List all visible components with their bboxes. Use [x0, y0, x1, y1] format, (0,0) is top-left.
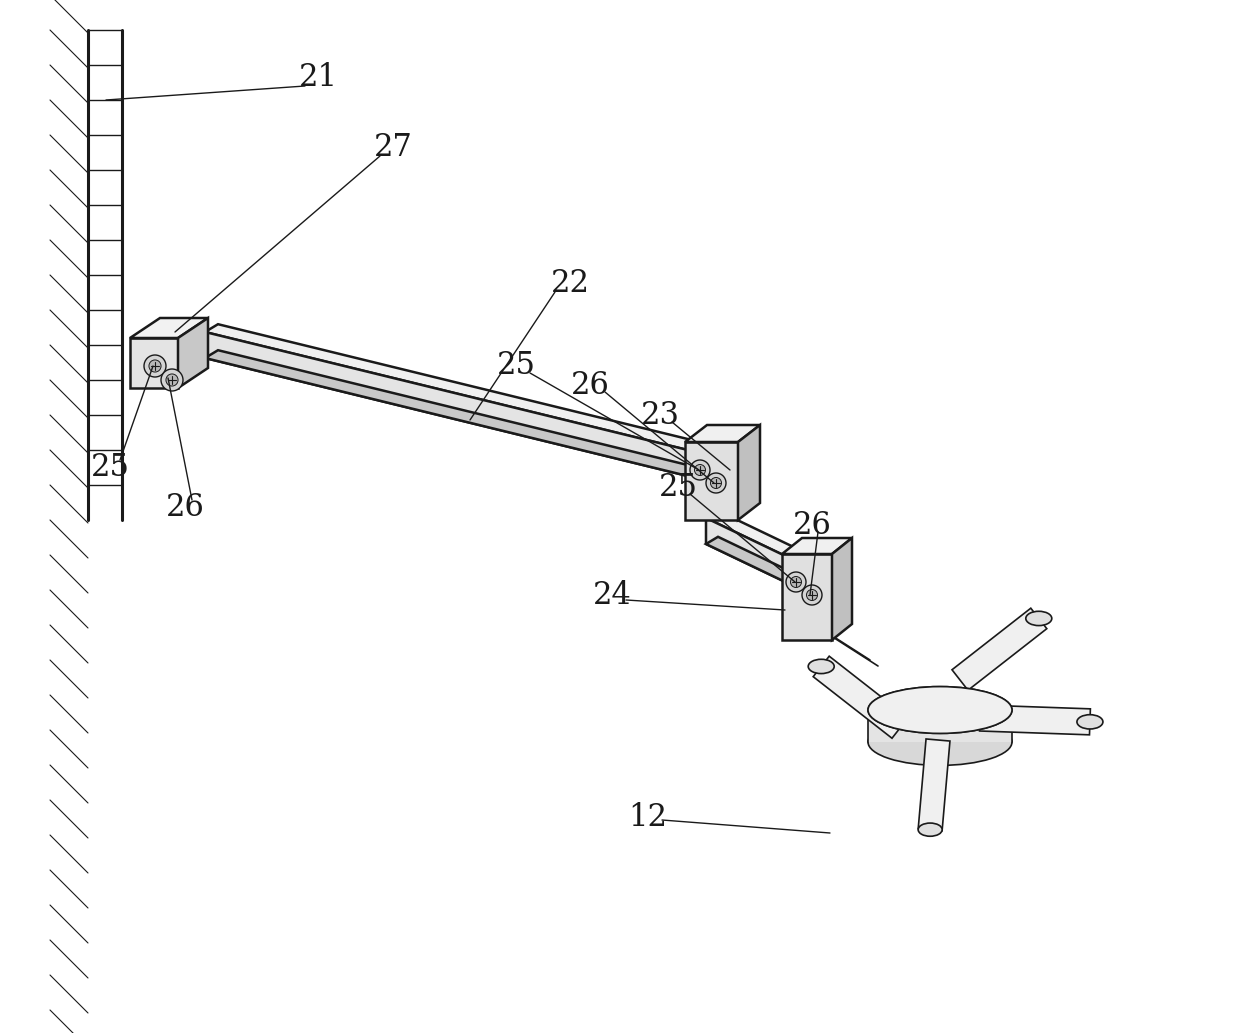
Polygon shape: [205, 324, 713, 453]
Polygon shape: [952, 608, 1047, 690]
Polygon shape: [130, 318, 208, 338]
Polygon shape: [868, 710, 1012, 742]
Ellipse shape: [868, 687, 1012, 733]
Polygon shape: [706, 510, 812, 563]
Polygon shape: [130, 338, 179, 388]
Circle shape: [786, 572, 806, 592]
Circle shape: [802, 585, 822, 605]
Circle shape: [806, 590, 817, 600]
Polygon shape: [980, 705, 1090, 734]
Text: 25: 25: [496, 349, 536, 380]
Circle shape: [161, 369, 184, 392]
Text: 23: 23: [641, 400, 680, 431]
Circle shape: [144, 355, 166, 377]
Text: 24: 24: [593, 580, 631, 611]
Polygon shape: [684, 442, 738, 520]
Polygon shape: [832, 538, 852, 640]
Polygon shape: [706, 537, 812, 589]
Ellipse shape: [1076, 715, 1102, 729]
Polygon shape: [179, 318, 208, 388]
Ellipse shape: [918, 823, 942, 837]
Text: 21: 21: [299, 63, 337, 94]
Circle shape: [706, 473, 725, 493]
Polygon shape: [782, 554, 832, 640]
Polygon shape: [782, 538, 852, 554]
Circle shape: [149, 359, 161, 372]
Polygon shape: [918, 739, 950, 831]
Ellipse shape: [1025, 612, 1052, 626]
Polygon shape: [706, 518, 800, 589]
Ellipse shape: [808, 659, 835, 674]
Polygon shape: [205, 350, 713, 479]
Text: 26: 26: [166, 493, 205, 524]
Circle shape: [689, 460, 711, 480]
Text: 25: 25: [658, 472, 697, 503]
Text: 25: 25: [91, 452, 129, 483]
Text: 27: 27: [373, 132, 413, 163]
Circle shape: [711, 477, 722, 489]
Polygon shape: [205, 332, 701, 479]
Circle shape: [694, 465, 706, 475]
Circle shape: [166, 374, 179, 386]
Text: 26: 26: [570, 370, 609, 401]
Ellipse shape: [868, 687, 1012, 733]
Ellipse shape: [868, 719, 1012, 765]
Text: 12: 12: [629, 803, 667, 834]
Polygon shape: [738, 425, 760, 520]
Text: 26: 26: [792, 509, 832, 540]
Polygon shape: [684, 425, 760, 442]
Text: 22: 22: [551, 268, 589, 299]
Polygon shape: [813, 656, 908, 739]
Circle shape: [791, 576, 801, 588]
